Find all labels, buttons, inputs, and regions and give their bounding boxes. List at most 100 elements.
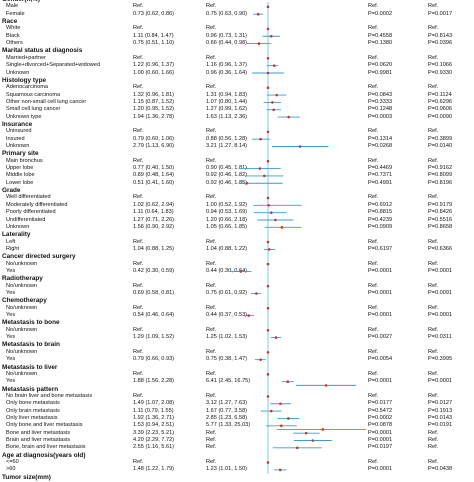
cell-c3: P=0.1248	[368, 106, 393, 113]
row-label: Yes	[6, 290, 16, 296]
row-label: Well differentiated	[6, 194, 51, 201]
cell-c3: P=0.1380	[368, 40, 393, 47]
table-row: Squamous carcinoma 1.32 (0.96, 1.81) 1.31 …	[0, 91, 474, 100]
table-row: Male Ref. Ref. Ref. Ref.	[0, 2, 474, 11]
row-label: Unknown	[6, 223, 30, 230]
cell-c2: 2.85 (1.23, 6.58)	[206, 414, 248, 421]
row-label: Others	[6, 40, 23, 47]
cell-c1: 1.11 (0.84, 1.47)	[133, 32, 174, 39]
cell-c2: 0.96 (0.73, 1.31)	[206, 32, 248, 39]
section-heading: Tumor size(mm)	[0, 473, 474, 482]
row-label: Lower lobe	[6, 179, 34, 186]
cell-c2: 0.92 (0.46, 1.82)	[206, 172, 248, 179]
table-row: No/unknown Ref. Ref. Ref. Ref.	[0, 370, 474, 379]
row-label: No/unknown	[6, 260, 38, 267]
cell-c1: 1.11 (0.79, 1.55)	[133, 407, 174, 414]
cell-c1: 4.20 (2.29, 7.72)	[133, 437, 175, 443]
section-heading: Histology type	[0, 76, 474, 85]
cell-c1: 0.51 (0.41, 1.60)	[133, 179, 175, 186]
cell-c4: Ref.	[428, 25, 439, 32]
row-label: Unknown type	[6, 113, 42, 120]
cell-c3: P=0.6197	[368, 245, 393, 252]
row-label: Chemotherapy	[2, 297, 47, 305]
cell-c3: Ref.	[368, 260, 379, 267]
cell-c4: P=0.8143	[428, 32, 453, 39]
cell-c4: P=0.0191	[428, 422, 453, 429]
section-heading: Marital status at diagnosis	[0, 46, 474, 55]
row-label: Squamous carcinoma	[6, 91, 61, 98]
cell-c4: Ref.	[428, 3, 439, 10]
cell-c1: 1.04 (0.88, 1.25)	[133, 245, 175, 252]
cell-c3: P=0.0054	[368, 356, 393, 363]
row-label: Grade	[2, 187, 21, 195]
row-label: Other non-small cell lung cancer	[6, 98, 87, 105]
cell-c4: P=0.0143	[428, 414, 453, 421]
cell-c3: P=0.0843	[368, 91, 393, 98]
cell-c1: 3.39 (2.23, 5.21)	[133, 429, 175, 436]
row-label: Married+partner	[6, 54, 46, 61]
cell-c1: Ref.	[133, 84, 144, 91]
cell-c4: P=0.5516	[428, 216, 453, 223]
cell-c1: Ref.	[133, 326, 144, 333]
cell-c1: 1.32 (0.96, 1.81)	[133, 91, 175, 98]
cell-c4: P=0.9162	[428, 165, 453, 172]
cell-c2: Ref.	[206, 348, 217, 355]
row-label: Age at diagnosis(years old)	[2, 451, 86, 459]
table-row: Uninsured Ref. Ref. Ref. Ref.	[0, 127, 474, 136]
table-row: Poorly differentiated 1.11 (0.64, 1.83) 0.…	[0, 208, 474, 217]
cell-c3: P=0.0001	[368, 378, 393, 385]
cell-c2: 0.96 (0.36, 1.64)	[206, 69, 248, 76]
cell-c4: Ref.	[428, 282, 439, 289]
cell-c1: 1.20 (0.95, 1.52)	[133, 106, 175, 113]
table-row: Undifferentiated 1.27 (0.71, 2.26) 1.20 (0…	[0, 216, 474, 225]
cell-c3: Ref.	[368, 370, 379, 377]
table-row: Only liver metastasis 1.92 (1.36, 2.71) 2.…	[0, 414, 474, 423]
row-label: Radiotherapy	[2, 275, 43, 283]
cell-c1: 0.42 (0.30, 0.59)	[133, 267, 175, 274]
cell-c4: P=0.0090	[428, 113, 453, 120]
cell-c1: 0.79 (0.60, 1.06)	[133, 135, 175, 142]
table-row: Other non-small cell lung cancer 1.15 (0.…	[0, 98, 474, 107]
cell-c3: Ref.	[368, 84, 379, 91]
row-label: Female	[6, 10, 25, 17]
cell-c4: Ref.	[428, 194, 439, 201]
cell-c1: Ref.	[133, 370, 144, 377]
cell-c3: P=0.0878	[368, 422, 393, 429]
cell-c1: Ref.	[133, 194, 144, 201]
cell-c3: P=0.0001	[368, 429, 393, 436]
row-label: Yes	[6, 378, 16, 385]
cell-c1: Ref.	[133, 260, 144, 267]
cell-c3: P=0.0268	[368, 143, 393, 149]
row-label: Metastasis pattern	[2, 385, 59, 393]
cell-c3: Ref.	[368, 459, 379, 466]
cell-c3: P=0.8815	[368, 209, 393, 216]
row-label: Cancer directed surgery	[2, 253, 76, 261]
row-label: Laterality	[2, 231, 31, 239]
cell-c1: 0.54 (0.46, 0.64)	[133, 312, 175, 319]
cell-c4: P=0.6296	[428, 98, 453, 105]
cell-c1: 1.56 (0.90, 2.92)	[133, 223, 175, 230]
row-label: <=60	[6, 459, 19, 466]
table-row: Yes 0.69 (0.58, 0.81) 0.75 (0.61, 0.92) P=0…	[0, 289, 474, 298]
table-row: Moderately differentiated 1.02 (0.62, 2.9…	[0, 201, 474, 210]
cell-c2: 0.94 (0.53, 1.69)	[206, 209, 248, 216]
row-label: Metastasis to liver	[2, 363, 58, 371]
cell-c2: 1.05 (0.66, 1.85)	[206, 223, 248, 230]
cell-c4: P=0.0438	[428, 466, 453, 473]
row-label: Only bone and liver metastasis	[6, 422, 83, 429]
table-row: <=60 Ref. Ref. Ref. Ref.	[0, 458, 474, 467]
cell-c3: P=0.0909	[368, 223, 393, 230]
row-label: Bone and liver metastasis	[6, 429, 71, 436]
table-row: No/unknown Ref. Ref. Ref. Ref.	[0, 282, 474, 291]
cell-c2: Ref.	[206, 282, 217, 289]
table-row: Black 1.11 (0.84, 1.47) 0.96 (0.73, 1.31) P…	[0, 32, 474, 41]
cell-c2: Ref.	[206, 429, 217, 436]
row-label: Unknown	[6, 143, 30, 149]
cell-c2: 3.12 (1.27, 7.63)	[206, 400, 248, 407]
cell-c4: P=0.8196	[428, 179, 453, 186]
table-row: No/unknown Ref. Ref. Ref. Ref.	[0, 348, 474, 357]
row-label: Insured	[6, 135, 25, 142]
cell-c1: 2.55 (1.16, 5.61)	[133, 444, 175, 451]
cell-c1: 0.77 (0.40, 1.50)	[133, 165, 175, 172]
cell-c2: 1.63 (1.13, 2.36)	[206, 113, 248, 120]
